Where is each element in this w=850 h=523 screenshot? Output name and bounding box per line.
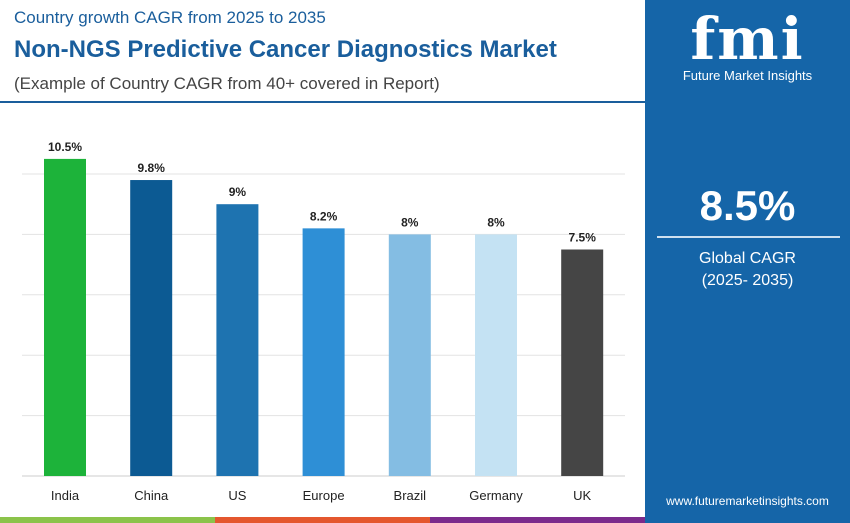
bar-us [216, 204, 259, 476]
footer-strip-purple [430, 517, 645, 523]
sidebar-panel: fmi Future Market Insights 8.5% Global C… [645, 0, 850, 523]
bar-india [44, 158, 86, 476]
x-tick-label: India [51, 488, 80, 503]
chart-kicker: Country growth CAGR from 2025 to 2035 [14, 8, 326, 27]
bar-chart: 10.5% India 9.8% China 9% US 8.2% Europe 8% Brazi… [22, 140, 625, 503]
bar-europe [302, 228, 345, 476]
data-label: 7.5% [569, 231, 597, 245]
logo-mark: fmi [690, 5, 805, 73]
footer-strip-green [0, 517, 215, 523]
fmi-logo: fmi Future Market Insights [645, 8, 850, 83]
bar-china [130, 180, 173, 476]
data-label: 8.2% [310, 209, 338, 223]
data-label: 9% [229, 185, 247, 199]
footer-strip-orange [215, 517, 430, 523]
x-tick-label: Germany [469, 488, 523, 503]
bar-germany [475, 234, 517, 476]
bar-brazil [388, 234, 431, 476]
logo-text: Future Market Insights [682, 68, 813, 83]
chart-subtitle: (Example of Country CAGR from 40+ covere… [14, 74, 440, 93]
global-cagr-period: (2025- 2035) [701, 272, 794, 289]
data-label: 10.5% [48, 140, 82, 154]
bar-uk [561, 249, 604, 476]
x-tick-label: China [134, 488, 169, 503]
x-tick-label: Europe [303, 488, 345, 503]
x-tick-label: Brazil [394, 488, 427, 503]
chart-title: Non-NGS Predictive Cancer Diagnostics Ma… [14, 36, 557, 63]
sidebar-divider [657, 236, 840, 238]
global-cagr-value: 8.5% [699, 182, 796, 229]
title-divider [0, 101, 645, 103]
data-label: 8% [401, 215, 419, 229]
x-tick-label: UK [573, 488, 591, 503]
x-tick-label: US [228, 488, 246, 503]
data-label: 8% [487, 215, 505, 229]
global-cagr-label: Global CAGR [699, 250, 796, 267]
website-url[interactable]: www.futuremarketinsights.com [666, 494, 829, 508]
data-label: 9.8% [138, 161, 166, 175]
